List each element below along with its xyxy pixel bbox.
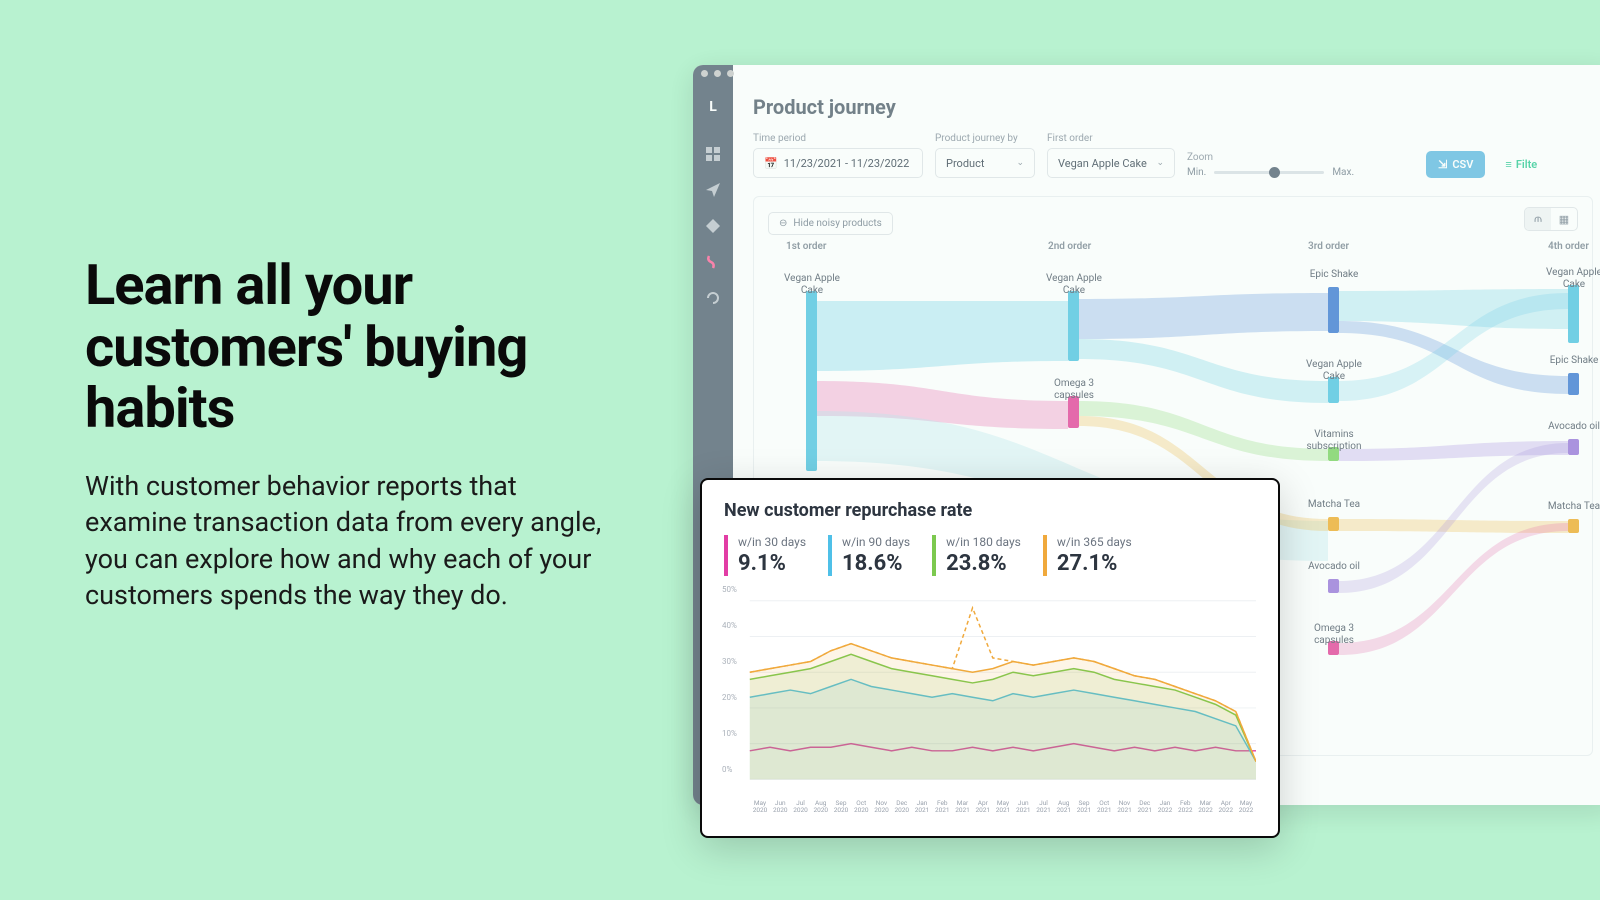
metric-label: w/in 180 days bbox=[946, 535, 1021, 549]
sankey-node-label: Vegan Apple Cake bbox=[1534, 267, 1600, 290]
nav-journey-icon[interactable] bbox=[704, 253, 722, 271]
sankey-node[interactable] bbox=[1568, 285, 1579, 343]
metric: w/in 90 days 18.6% bbox=[828, 535, 910, 576]
nav-send-icon[interactable] bbox=[704, 181, 722, 199]
y-tick-label: 0% bbox=[722, 765, 732, 774]
sankey-node-label: Vitamins subscription bbox=[1294, 429, 1374, 452]
filter-first-order: First order Vegan Apple Cake⌄ bbox=[1047, 133, 1175, 178]
date-range-value: 11/23/2021 - 11/23/2022 bbox=[784, 157, 910, 170]
hide-noisy-toggle[interactable]: ⊖ Hide noisy products bbox=[768, 212, 893, 235]
metric-value: 27.1% bbox=[1057, 551, 1132, 576]
sankey-node[interactable] bbox=[1068, 291, 1079, 361]
filter-time: Time period 📅 11/23/2021 - 11/23/2022 bbox=[753, 133, 923, 178]
y-tick-label: 20% bbox=[722, 693, 737, 702]
y-tick-label: 40% bbox=[722, 621, 737, 630]
calendar-icon: 📅 bbox=[764, 157, 778, 170]
repurchase-card: New customer repurchase rate w/in 30 day… bbox=[700, 478, 1280, 838]
filter-journey-label: Product journey by bbox=[935, 133, 1035, 144]
sankey-node[interactable] bbox=[1328, 579, 1339, 593]
nav-refresh-icon[interactable] bbox=[704, 289, 722, 307]
minus-circle-icon: ⊖ bbox=[779, 218, 787, 229]
first-order-select[interactable]: Vegan Apple Cake⌄ bbox=[1047, 148, 1175, 178]
sankey-node[interactable] bbox=[1568, 439, 1579, 455]
sankey-column-head: 2nd order bbox=[1048, 241, 1091, 252]
metric-label: w/in 90 days bbox=[842, 535, 910, 549]
zoom-slider[interactable]: Min. Max. bbox=[1187, 167, 1354, 178]
sankey-node-label: Avocado oil bbox=[1294, 561, 1374, 573]
sankey-node-label: Omega 3 capsules bbox=[1294, 623, 1374, 646]
metric-label: w/in 30 days bbox=[738, 535, 806, 549]
sankey-node-label: Avocado oil bbox=[1534, 421, 1600, 433]
metrics-row: w/in 30 days 9.1% w/in 90 days 18.6% w/in 18… bbox=[724, 535, 1256, 576]
filter-zoom: Zoom Min. Max. bbox=[1187, 152, 1354, 178]
sankey-node-label: Epic Shake bbox=[1534, 355, 1600, 367]
export-icon: ⇲ bbox=[1438, 158, 1447, 171]
nav-diamond-icon[interactable] bbox=[704, 217, 722, 235]
filter-bar: Time period 📅 11/23/2021 - 11/23/2022 Pr… bbox=[753, 133, 1593, 178]
sankey-node[interactable] bbox=[1568, 519, 1579, 533]
y-tick-label: 50% bbox=[722, 585, 737, 594]
sankey-node-label: Omega 3 capsules bbox=[1034, 378, 1114, 401]
date-range-input[interactable]: 📅 11/23/2021 - 11/23/2022 bbox=[753, 148, 923, 178]
metric: w/in 30 days 9.1% bbox=[724, 535, 806, 576]
metric-value: 18.6% bbox=[842, 551, 910, 576]
x-axis-labels: May2020Jun2020Jul2020Aug2020Sep2020Oct20… bbox=[750, 800, 1256, 814]
metric-label: w/in 365 days bbox=[1057, 535, 1132, 549]
filter-journey: Product journey by Product⌄ bbox=[935, 133, 1035, 178]
hero: Learn all your customers' buying habits … bbox=[85, 255, 605, 614]
chevron-down-icon: ⌄ bbox=[1156, 158, 1164, 168]
sankey-node-label: Matcha Tea bbox=[1534, 501, 1600, 513]
sankey-node[interactable] bbox=[1328, 287, 1339, 333]
y-tick-label: 30% bbox=[722, 657, 737, 666]
y-tick-label: 10% bbox=[722, 729, 737, 738]
metric: w/in 180 days 23.8% bbox=[932, 535, 1021, 576]
page-title: Product journey bbox=[753, 95, 1593, 119]
filter-first-label: First order bbox=[1047, 133, 1175, 144]
sankey-node[interactable] bbox=[1328, 517, 1339, 531]
sankey-column-head: 4th order bbox=[1548, 241, 1589, 252]
export-csv-button[interactable]: ⇲ CSV bbox=[1426, 151, 1485, 178]
sankey-node-label: Matcha Tea bbox=[1294, 499, 1374, 511]
view-sankey-button[interactable]: ⫙ bbox=[1525, 208, 1551, 230]
nav-dashboard-icon[interactable] bbox=[704, 145, 722, 163]
sankey-column-head: 1st order bbox=[786, 241, 826, 252]
app-logo[interactable]: L bbox=[701, 95, 725, 119]
view-toggle: ⫙ ▦ bbox=[1524, 207, 1578, 231]
sankey-node[interactable] bbox=[806, 291, 817, 471]
sankey-column-head: 3rd order bbox=[1308, 241, 1349, 252]
line-chart: 0%10%20%30%40%50%May2020Jun2020Jul2020Au… bbox=[724, 590, 1256, 810]
card-title: New customer repurchase rate bbox=[724, 500, 1256, 521]
chevron-down-icon: ⌄ bbox=[1016, 158, 1024, 168]
view-table-button[interactable]: ▦ bbox=[1551, 208, 1577, 230]
filter-button[interactable]: ≡ Filte bbox=[1497, 151, 1545, 178]
metric: w/in 365 days 27.1% bbox=[1043, 535, 1132, 576]
metric-value: 9.1% bbox=[738, 551, 806, 576]
sankey-node[interactable] bbox=[1568, 373, 1579, 395]
hero-body: With customer behavior reports that exam… bbox=[85, 468, 605, 614]
metric-value: 23.8% bbox=[946, 551, 1021, 576]
hero-title: Learn all your customers' buying habits bbox=[85, 255, 605, 440]
filter-icon: ≡ bbox=[1505, 158, 1511, 171]
filter-zoom-label: Zoom bbox=[1187, 152, 1354, 163]
journey-by-select[interactable]: Product⌄ bbox=[935, 148, 1035, 178]
sankey-node-label: Epic Shake bbox=[1294, 269, 1374, 281]
filter-time-label: Time period bbox=[753, 133, 923, 144]
sankey-node-label: Vegan Apple Cake bbox=[1034, 273, 1114, 296]
sankey-node-label: Vegan Apple Cake bbox=[772, 273, 852, 296]
sankey-node-label: Vegan Apple Cake bbox=[1294, 359, 1374, 382]
